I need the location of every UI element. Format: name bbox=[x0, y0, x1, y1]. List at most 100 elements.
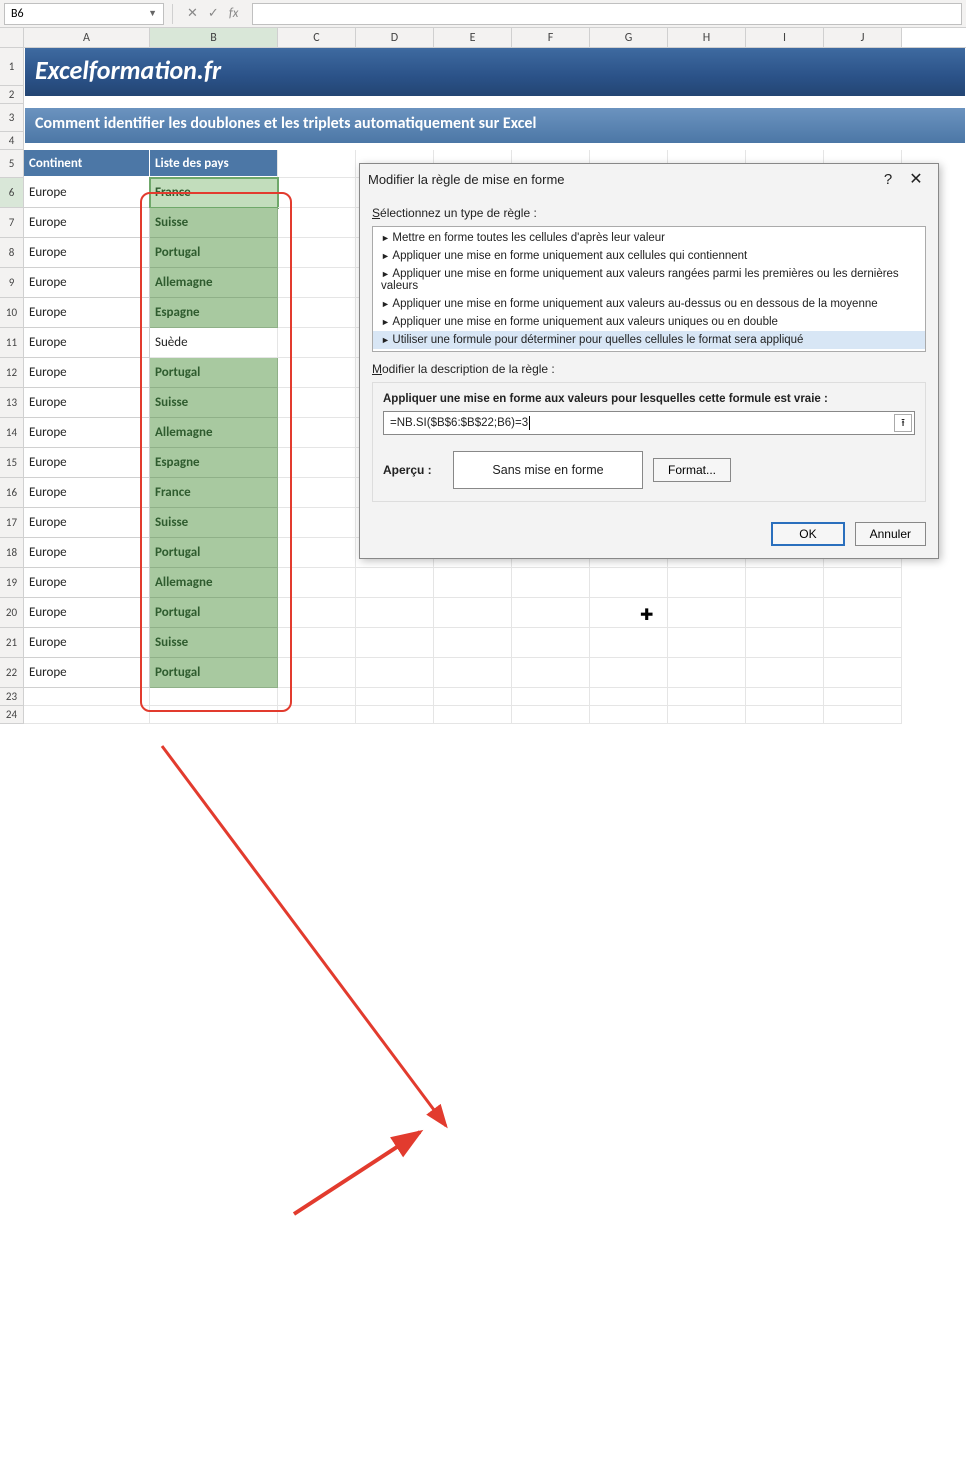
column-header-E[interactable]: E bbox=[434, 28, 512, 47]
cell-E22[interactable] bbox=[434, 658, 512, 688]
cell-C6[interactable] bbox=[278, 178, 356, 208]
rule-type-item[interactable]: Utiliser une formule pour déterminer pou… bbox=[373, 331, 925, 349]
cell-A16[interactable]: Europe bbox=[24, 478, 150, 508]
row-header[interactable]: 23 bbox=[0, 688, 24, 706]
cell-B18[interactable]: Portugal bbox=[150, 538, 278, 568]
cell-A22[interactable]: Europe bbox=[24, 658, 150, 688]
row-header[interactable]: 10 bbox=[0, 298, 24, 328]
row-header[interactable]: 3 bbox=[0, 104, 24, 132]
cell-B6[interactable]: France bbox=[150, 178, 278, 208]
confirm-icon[interactable]: ✓ bbox=[208, 6, 219, 21]
cell-J20[interactable] bbox=[824, 598, 902, 628]
cell-B20[interactable]: Portugal bbox=[150, 598, 278, 628]
cell-D20[interactable] bbox=[356, 598, 434, 628]
cell-A14[interactable]: Europe bbox=[24, 418, 150, 448]
row-header[interactable]: 7 bbox=[0, 208, 24, 238]
cell-A24[interactable] bbox=[24, 706, 150, 724]
column-header-A[interactable]: A bbox=[24, 28, 150, 47]
cell-G23[interactable] bbox=[590, 688, 668, 706]
row-header[interactable]: 11 bbox=[0, 328, 24, 358]
cell-I19[interactable] bbox=[746, 568, 824, 598]
cell-G19[interactable] bbox=[590, 568, 668, 598]
cell-H22[interactable] bbox=[668, 658, 746, 688]
column-header-I[interactable]: I bbox=[746, 28, 824, 47]
cell-I20[interactable] bbox=[746, 598, 824, 628]
formula-input[interactable] bbox=[252, 3, 962, 25]
rule-type-item[interactable]: Mettre en forme toutes les cellules d'ap… bbox=[373, 229, 925, 247]
cell-E24[interactable] bbox=[434, 706, 512, 724]
rule-type-item[interactable]: Appliquer une mise en forme uniquement a… bbox=[373, 247, 925, 265]
cell-A7[interactable]: Europe bbox=[24, 208, 150, 238]
cell-A19[interactable]: Europe bbox=[24, 568, 150, 598]
cell-E20[interactable] bbox=[434, 598, 512, 628]
row-header[interactable]: 18 bbox=[0, 538, 24, 568]
cell-J24[interactable] bbox=[824, 706, 902, 724]
cell-A8[interactable]: Europe bbox=[24, 238, 150, 268]
cell-A15[interactable]: Europe bbox=[24, 448, 150, 478]
cell-C7[interactable] bbox=[278, 208, 356, 238]
cell-G21[interactable] bbox=[590, 628, 668, 658]
cell-C11[interactable] bbox=[278, 328, 356, 358]
cell-A6[interactable]: Europe bbox=[24, 178, 150, 208]
cell-A11[interactable]: Europe bbox=[24, 328, 150, 358]
row-header[interactable]: 15 bbox=[0, 448, 24, 478]
row-header[interactable]: 22 bbox=[0, 658, 24, 688]
rule-type-list[interactable]: Mettre en forme toutes les cellules d'ap… bbox=[372, 226, 926, 352]
cell-C21[interactable] bbox=[278, 628, 356, 658]
cell-B11[interactable]: Suède bbox=[150, 328, 278, 358]
cell-A17[interactable]: Europe bbox=[24, 508, 150, 538]
cell-F23[interactable] bbox=[512, 688, 590, 706]
row-header[interactable]: 17 bbox=[0, 508, 24, 538]
row-header[interactable]: 4 bbox=[0, 132, 24, 150]
dialog-titlebar[interactable]: Modifier la règle de mise en forme ? ✕ bbox=[360, 164, 938, 194]
select-all-corner[interactable] bbox=[0, 28, 24, 47]
cell-C5[interactable] bbox=[278, 150, 356, 178]
cell-C15[interactable] bbox=[278, 448, 356, 478]
cell-F20[interactable] bbox=[512, 598, 590, 628]
cell-B5[interactable]: Liste des pays bbox=[150, 150, 278, 178]
row-header[interactable]: 5 bbox=[0, 150, 24, 178]
cell-F24[interactable] bbox=[512, 706, 590, 724]
cell-B21[interactable]: Suisse bbox=[150, 628, 278, 658]
cell-B12[interactable]: Portugal bbox=[150, 358, 278, 388]
cell-G20[interactable] bbox=[590, 598, 668, 628]
cell-A21[interactable]: Europe bbox=[24, 628, 150, 658]
cell-G24[interactable] bbox=[590, 706, 668, 724]
row-header[interactable]: 12 bbox=[0, 358, 24, 388]
fx-icon[interactable]: fx bbox=[229, 6, 239, 21]
help-icon[interactable]: ? bbox=[874, 171, 902, 188]
ok-button[interactable]: OK bbox=[771, 522, 844, 546]
cell-C19[interactable] bbox=[278, 568, 356, 598]
cell-J21[interactable] bbox=[824, 628, 902, 658]
cell-D23[interactable] bbox=[356, 688, 434, 706]
cell-C13[interactable] bbox=[278, 388, 356, 418]
cell-C22[interactable] bbox=[278, 658, 356, 688]
cell-B22[interactable]: Portugal bbox=[150, 658, 278, 688]
cell-I24[interactable] bbox=[746, 706, 824, 724]
rule-type-item[interactable]: Appliquer une mise en forme uniquement a… bbox=[373, 265, 925, 295]
cell-D22[interactable] bbox=[356, 658, 434, 688]
row-header[interactable]: 13 bbox=[0, 388, 24, 418]
cell-C17[interactable] bbox=[278, 508, 356, 538]
cell-B15[interactable]: Espagne bbox=[150, 448, 278, 478]
cell-C23[interactable] bbox=[278, 688, 356, 706]
cell-A5[interactable]: Continent bbox=[24, 150, 150, 178]
cell-J22[interactable] bbox=[824, 658, 902, 688]
close-icon[interactable]: ✕ bbox=[902, 169, 930, 189]
cell-J19[interactable] bbox=[824, 568, 902, 598]
rule-formula-input[interactable]: =NB.SI($B$6:$B$22;B6)=3 ⭱ bbox=[383, 411, 915, 435]
cell-B10[interactable]: Espagne bbox=[150, 298, 278, 328]
cell-C10[interactable] bbox=[278, 298, 356, 328]
cancel-button[interactable]: Annuler bbox=[855, 522, 926, 546]
cell-J23[interactable] bbox=[824, 688, 902, 706]
cell-A23[interactable] bbox=[24, 688, 150, 706]
row-header[interactable]: 19 bbox=[0, 568, 24, 598]
cell-H21[interactable] bbox=[668, 628, 746, 658]
cell-E19[interactable] bbox=[434, 568, 512, 598]
cell-I21[interactable] bbox=[746, 628, 824, 658]
cell-C9[interactable] bbox=[278, 268, 356, 298]
cell-F21[interactable] bbox=[512, 628, 590, 658]
column-header-G[interactable]: G bbox=[590, 28, 668, 47]
row-header[interactable]: 20 bbox=[0, 598, 24, 628]
cell-C8[interactable] bbox=[278, 238, 356, 268]
